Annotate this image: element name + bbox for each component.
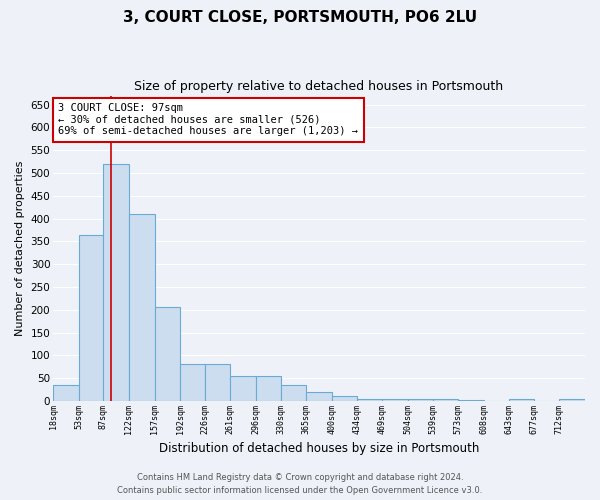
Bar <box>103 164 129 401</box>
Title: Size of property relative to detached houses in Portsmouth: Size of property relative to detached ho… <box>134 80 503 93</box>
Bar <box>256 376 281 401</box>
Bar <box>509 398 534 401</box>
Bar <box>458 400 484 401</box>
Text: 3 COURT CLOSE: 97sqm
← 30% of detached houses are smaller (526)
69% of semi-deta: 3 COURT CLOSE: 97sqm ← 30% of detached h… <box>58 103 358 136</box>
Bar <box>407 398 433 401</box>
Y-axis label: Number of detached properties: Number of detached properties <box>15 160 25 336</box>
Text: Contains HM Land Registry data © Crown copyright and database right 2024.
Contai: Contains HM Land Registry data © Crown c… <box>118 474 482 495</box>
Bar <box>332 396 356 401</box>
Bar <box>433 398 458 401</box>
Bar <box>205 364 230 401</box>
Text: 3, COURT CLOSE, PORTSMOUTH, PO6 2LU: 3, COURT CLOSE, PORTSMOUTH, PO6 2LU <box>123 10 477 25</box>
Bar <box>382 398 407 401</box>
Bar <box>559 398 585 401</box>
Bar <box>53 385 79 401</box>
Bar <box>306 392 332 401</box>
Bar <box>129 214 155 401</box>
X-axis label: Distribution of detached houses by size in Portsmouth: Distribution of detached houses by size … <box>159 442 479 455</box>
Bar <box>79 234 103 401</box>
Bar <box>281 385 306 401</box>
Bar <box>230 376 256 401</box>
Bar <box>155 308 180 401</box>
Bar <box>356 398 382 401</box>
Bar <box>180 364 205 401</box>
